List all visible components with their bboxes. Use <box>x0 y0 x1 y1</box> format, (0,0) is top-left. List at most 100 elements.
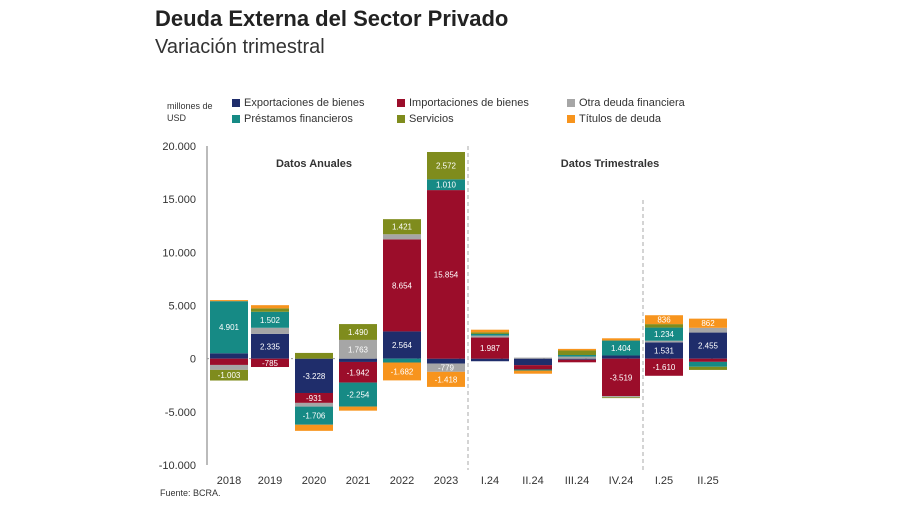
bar-segment <box>645 340 683 343</box>
legend-item: Títulos de deuda <box>567 113 692 125</box>
legend-item: Importaciones de bienes <box>397 97 567 109</box>
data-label: 862 <box>701 319 715 328</box>
bar-segment <box>427 358 465 364</box>
bar-segment <box>471 337 509 359</box>
annotation: Datos Anuales <box>276 158 352 170</box>
bar-segment <box>471 333 509 336</box>
source-note: Fuente: BCRA. <box>160 488 221 498</box>
data-label: -779 <box>438 364 455 373</box>
legend-swatch <box>232 99 240 107</box>
bar-segment <box>689 327 727 333</box>
legend-label: Otra deuda financiera <box>579 97 685 109</box>
data-label: 8.654 <box>392 281 413 290</box>
y-tick-label: 0 <box>190 354 196 366</box>
legend-swatch <box>567 99 575 107</box>
bar-segment <box>558 358 596 360</box>
data-label: 4.901 <box>219 323 240 332</box>
x-tick-label: II.24 <box>522 475 543 487</box>
bar-segment <box>471 358 509 362</box>
data-label: 2.335 <box>260 342 281 351</box>
data-label: -931 <box>306 394 323 403</box>
bar-segment <box>514 358 552 366</box>
legend-swatch <box>567 115 575 123</box>
legend-item: Préstamos financieros <box>232 113 397 125</box>
bar-segment <box>602 338 640 341</box>
bar-segment <box>645 342 683 359</box>
bar-segment <box>689 361 727 367</box>
bar-segment <box>602 396 640 398</box>
data-label: -1.682 <box>391 367 414 376</box>
legend-label: Exportaciones de bienes <box>244 97 365 109</box>
bar-segment <box>295 402 333 407</box>
bar-segment <box>295 352 333 359</box>
data-label: -785 <box>262 359 279 368</box>
bar-segment <box>383 219 421 235</box>
data-label: 1.234 <box>654 330 675 339</box>
x-tick-label: 2021 <box>346 475 370 487</box>
bar-segment <box>514 370 552 374</box>
data-label: 2.564 <box>392 341 413 350</box>
bar-segment <box>339 324 377 340</box>
data-label: -1.003 <box>218 371 241 380</box>
data-label: 1.421 <box>392 223 413 232</box>
bar-segment <box>689 366 727 370</box>
x-tick-label: 2023 <box>434 475 458 487</box>
bar-segment <box>339 361 377 383</box>
bar-segment <box>514 365 552 370</box>
bar-segment <box>471 329 509 333</box>
y-tick-label: 15.000 <box>162 194 196 206</box>
legend-label: Servicios <box>409 113 454 125</box>
data-label: 1.010 <box>436 181 457 190</box>
x-tick-label: III.24 <box>565 475 589 487</box>
bar-segment <box>339 339 377 359</box>
bar-segment <box>383 239 421 332</box>
bar-segment <box>251 308 289 312</box>
bar-segment <box>251 311 289 328</box>
bar-segment <box>645 358 683 376</box>
bar-segment <box>210 369 248 381</box>
data-label: -1.418 <box>435 375 458 384</box>
data-label: -3.519 <box>610 373 633 382</box>
bar-segment <box>471 332 509 334</box>
bar-segment <box>427 190 465 359</box>
bar-segment <box>602 397 640 399</box>
legend-label: Préstamos financieros <box>244 113 353 125</box>
legend-item: Servicios <box>397 113 567 125</box>
bar-segment <box>645 327 683 341</box>
data-label: 1.763 <box>348 345 369 354</box>
data-label: 2.455 <box>698 342 719 351</box>
bar-segment <box>689 332 727 359</box>
data-label: -1.706 <box>303 412 326 421</box>
data-label: -3.228 <box>303 372 326 381</box>
x-tick-label: II.25 <box>697 475 718 487</box>
legend-swatch <box>397 115 405 123</box>
bar-segment <box>427 179 465 191</box>
data-label: 1.502 <box>260 316 281 325</box>
bar-segment <box>210 300 248 302</box>
bar-segment <box>427 363 465 372</box>
data-label: -2.254 <box>347 391 370 400</box>
annotation: Datos Trimestrales <box>561 158 659 170</box>
legend-swatch <box>397 99 405 107</box>
data-label: -1.942 <box>347 368 370 377</box>
bar-segment <box>251 305 289 309</box>
x-tick-label: 2018 <box>217 475 241 487</box>
legend-swatch <box>232 115 240 123</box>
data-label: 1.490 <box>348 328 369 337</box>
bar-segment <box>339 406 377 411</box>
bar-segment <box>602 358 640 397</box>
x-tick-label: I.25 <box>655 475 673 487</box>
y-tick-label: -10.000 <box>159 460 196 472</box>
bar-segment <box>251 333 289 359</box>
data-label: -1.610 <box>653 363 676 372</box>
data-label: 1.531 <box>654 347 675 356</box>
bar-segment <box>251 327 289 334</box>
bar-segment <box>210 364 248 370</box>
bar-segment <box>558 350 596 356</box>
bar-segment <box>514 369 552 371</box>
bar-segment <box>471 335 509 338</box>
bar-segment <box>383 234 421 240</box>
bar-segment <box>558 359 596 363</box>
bar-segment <box>295 358 333 393</box>
